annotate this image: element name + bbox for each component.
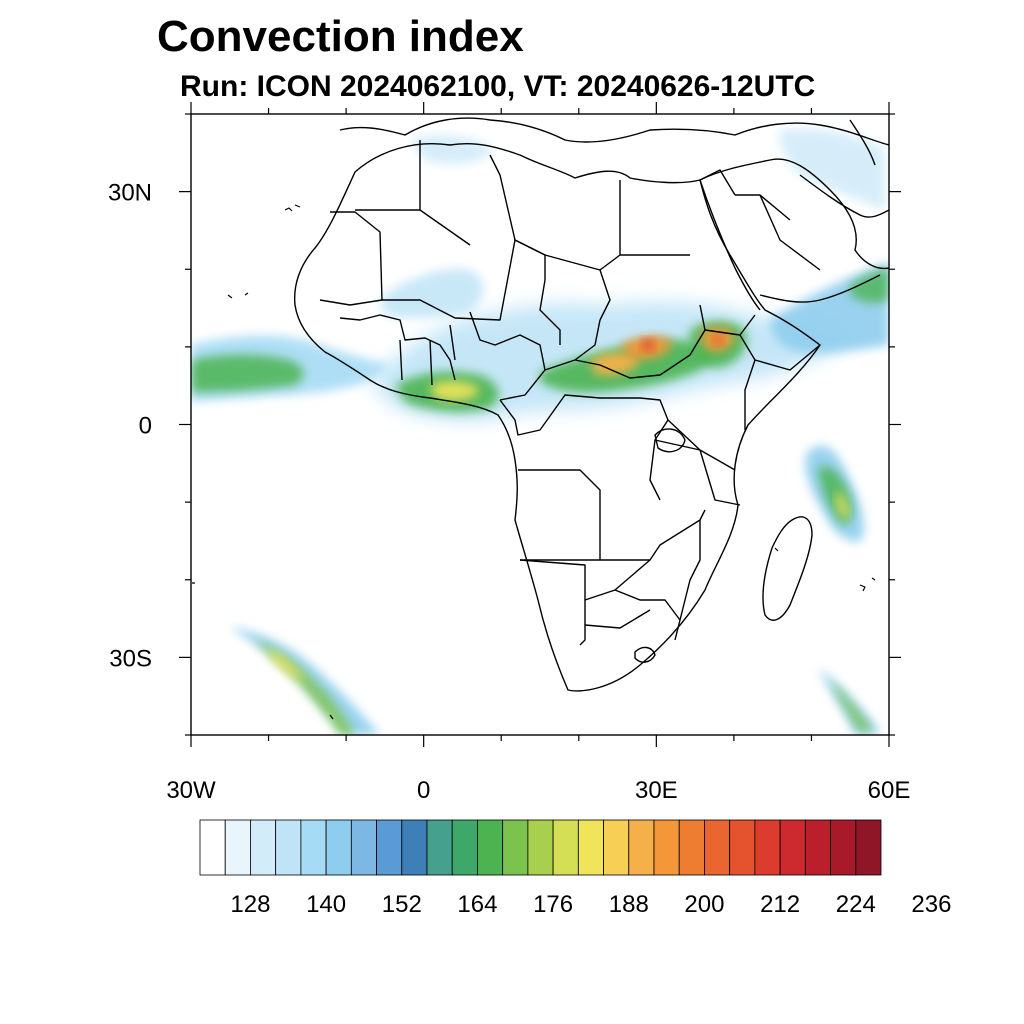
colorbar-swatch [350, 819, 377, 876]
coastline-islands [192, 204, 876, 720]
map-frame [190, 113, 890, 736]
border-nigeria-cameroon [469, 311, 546, 401]
colorbar-label: 176 [533, 891, 573, 918]
colorbar-swatch [552, 819, 579, 876]
colorbar-swatch [577, 819, 604, 876]
colorbar-swatch [502, 819, 529, 876]
border-angola-zambia [518, 469, 706, 561]
colorbar-swatch [224, 819, 251, 876]
colorbar-swatch [729, 819, 756, 876]
colorbar-swatch [603, 819, 630, 876]
convection-area-west-africa-north [380, 269, 484, 318]
x-axis-tick-labels: 30W 0 30E 60E [166, 777, 910, 804]
convection-core-arabian-sea [850, 268, 889, 303]
colorbar-label: 140 [306, 891, 346, 918]
border-west-africa [339, 314, 456, 386]
border-tanzania-kenya [654, 419, 741, 506]
convection-peak-guinea [430, 380, 480, 401]
colorbar-swatch [401, 819, 428, 876]
colorbar-swatch [300, 819, 327, 876]
colorbar-label: 224 [836, 891, 876, 918]
coastlines-and-borders [192, 117, 889, 720]
colorbar-swatch [653, 819, 680, 876]
axis-ticks [179, 102, 901, 747]
x-tick-label: 30W [166, 777, 216, 804]
x-tick-label: 30E [635, 777, 678, 804]
border-maghreb [355, 140, 516, 246]
convection-peak-madagascar-east [835, 490, 849, 520]
y-tick-label: 30N [108, 180, 152, 207]
coastline-europe-south [339, 117, 889, 146]
colorbar-swatch [804, 819, 831, 876]
colorbar-swatch [855, 819, 882, 876]
colorbar-swatch [451, 819, 478, 876]
y-tick-label: 30S [109, 645, 152, 672]
coastline-lesotho [634, 646, 656, 663]
colorbar-swatch [426, 819, 453, 876]
border-southern-africa [519, 559, 681, 646]
colorbar-swatch [325, 819, 352, 876]
border-mozambique [674, 520, 701, 641]
y-tick-label: 0 [139, 413, 152, 440]
colorbar-labels: 128 140 152 164 176 188 200 212 224 236 [230, 891, 951, 918]
colorbar-label: 236 [911, 891, 951, 918]
border-drc-congo [499, 394, 669, 501]
coastline-persian-gulf [799, 174, 889, 218]
colorbar-swatch [678, 819, 705, 876]
coastline-caspian-area [849, 119, 876, 166]
colorbar-swatch [628, 819, 655, 876]
map-plot-area [191, 117, 889, 735]
colorbar-label: 200 [684, 891, 724, 918]
convection-area-middle-east [779, 128, 885, 210]
colorbar [199, 819, 882, 876]
y-axis-tick-labels: 30N 0 30S [108, 180, 152, 673]
colorbar-swatch [830, 819, 857, 876]
x-tick-label: 60E [868, 777, 911, 804]
colorbar-label: 128 [230, 891, 270, 918]
border-libya-egypt-sudan [514, 180, 690, 321]
border-car-south-sudan [544, 304, 706, 379]
colorbar-swatch [754, 819, 781, 876]
coastline-africa-mainland [293, 142, 821, 692]
convection-max-central [642, 339, 654, 351]
border-mauritania-mali [319, 211, 383, 306]
colorbar-label: 188 [609, 891, 649, 918]
map-subtitle: Run: ICON 2024062100, VT: 20240626-12UTC [180, 70, 816, 103]
map-title: Convection index [157, 12, 524, 61]
convection-max-ethiopia [713, 335, 723, 345]
coastline-red-sea [699, 179, 761, 311]
coastline-madagascar [762, 516, 813, 621]
colorbar-swatch [275, 819, 302, 876]
colorbar-swatch [779, 819, 806, 876]
colorbar-label: 212 [760, 891, 800, 918]
coastline-arabia [699, 158, 889, 303]
colorbar-swatch [199, 819, 226, 876]
coastline-lake-victoria [654, 428, 686, 453]
convection-peak-south-atlantic [270, 648, 305, 681]
convection-core-south-atlantic [255, 640, 355, 735]
border-chad-sudan [539, 279, 601, 361]
convection-area-mediterranean [410, 134, 495, 165]
colorbar-swatch [376, 819, 403, 876]
convection-peak-sudan [590, 352, 640, 376]
border-ethiopia-somalia [704, 314, 821, 430]
convection-core-atlantic [191, 354, 304, 392]
colorbar-swatch [477, 819, 504, 876]
convection-core-indian-ocean [830, 680, 872, 732]
colorbar-swatch [250, 819, 277, 876]
colorbar-swatch [704, 819, 731, 876]
colorbar-label: 152 [382, 891, 422, 918]
convection-field [191, 128, 889, 735]
colorbar-label: 164 [457, 891, 497, 918]
border-middle-east [699, 169, 821, 271]
colorbar-swatch [527, 819, 554, 876]
x-tick-label: 0 [417, 777, 430, 804]
